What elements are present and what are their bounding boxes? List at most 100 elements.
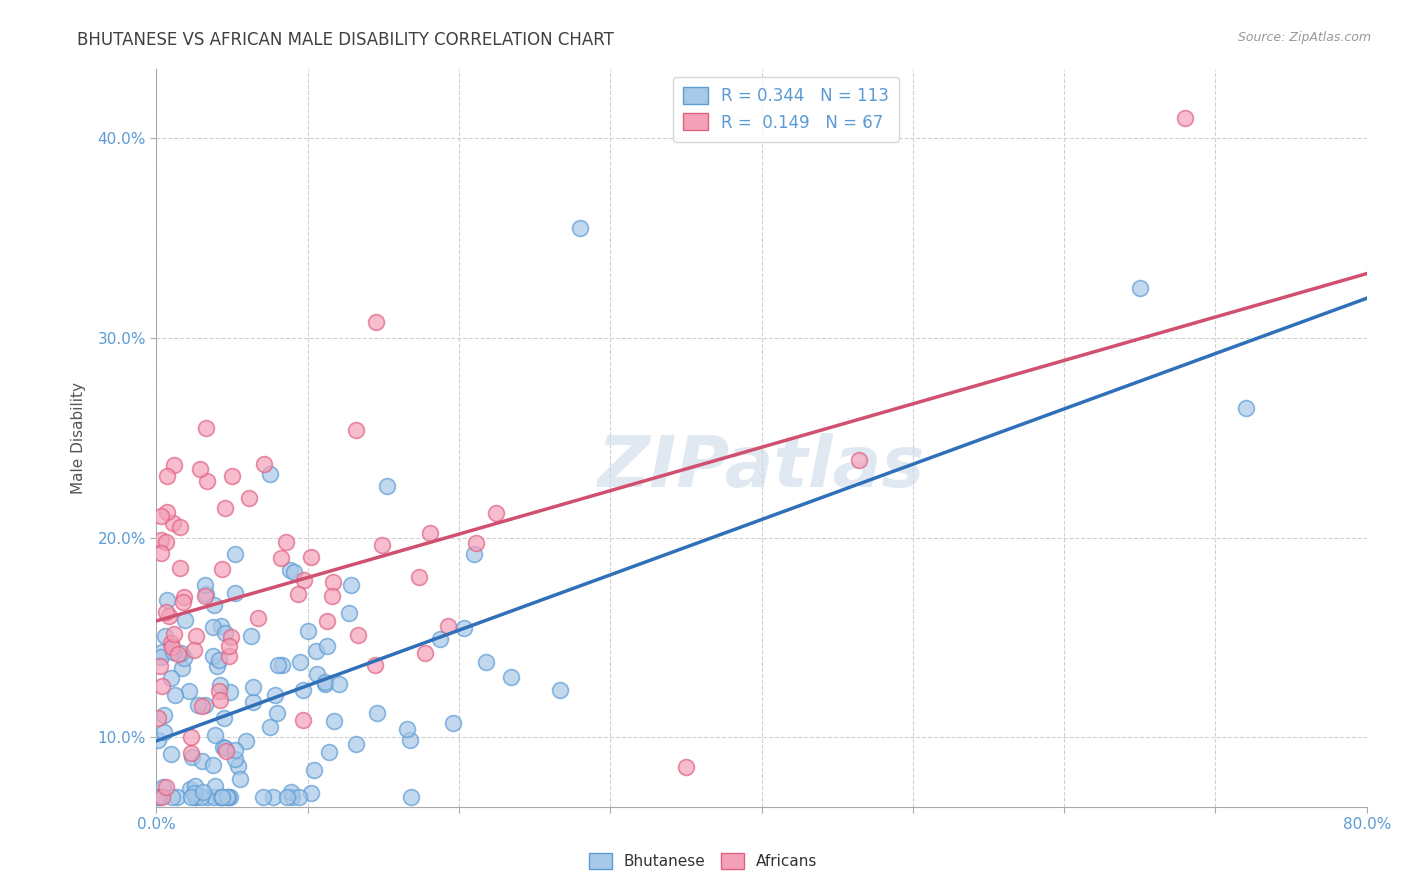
Point (153, 707, 176, 722)
Point (214, 626, 236, 640)
Point (194, 586, 217, 600)
Point (162, 627, 184, 641)
Point (259, 467, 281, 482)
Point (399, 790, 422, 805)
Point (156, 468, 179, 483)
Point (215, 790, 238, 805)
Point (180, 730, 202, 744)
Point (215, 743, 238, 757)
Point (173, 590, 195, 604)
Point (267, 657, 290, 672)
Point (568, 221, 591, 235)
Point (219, 630, 242, 644)
Point (191, 698, 214, 713)
Point (146, 790, 169, 805)
Point (179, 782, 201, 797)
Point (550, 682, 572, 697)
Point (184, 790, 207, 805)
Point (165, 689, 187, 703)
Point (173, 650, 195, 665)
Point (288, 790, 311, 805)
Point (148, 790, 170, 805)
Point (337, 606, 360, 620)
Point (305, 644, 328, 658)
Point (157, 609, 180, 624)
Point (270, 550, 292, 565)
Point (184, 629, 207, 643)
Point (201, 758, 224, 772)
Point (169, 646, 191, 660)
Point (399, 733, 422, 747)
Point (184, 779, 207, 793)
Point (344, 737, 367, 751)
Point (287, 587, 309, 601)
Point (305, 667, 328, 681)
Point (288, 655, 311, 669)
Point (276, 790, 298, 805)
Point (314, 676, 336, 690)
Point (297, 624, 319, 638)
Point (278, 562, 301, 576)
Point (194, 589, 217, 603)
Point (207, 659, 229, 673)
Point (321, 590, 343, 604)
Point (465, 536, 488, 550)
Point (364, 316, 387, 330)
Point (209, 790, 232, 805)
Point (218, 639, 240, 653)
Point (226, 759, 249, 773)
Point (191, 754, 214, 768)
Text: BHUTANESE VS AFRICAN MALE DISABILITY CORRELATION CHART: BHUTANESE VS AFRICAN MALE DISABILITY COR… (77, 31, 614, 49)
Point (259, 720, 281, 734)
Point (217, 790, 239, 805)
Point (181, 750, 204, 764)
Point (262, 790, 284, 805)
Point (202, 620, 225, 634)
Point (675, 760, 697, 774)
Point (149, 658, 172, 673)
Point (280, 785, 302, 799)
Point (224, 743, 246, 757)
Point (347, 628, 370, 642)
Point (172, 594, 194, 608)
Point (238, 491, 260, 505)
Point (292, 573, 315, 587)
Point (180, 790, 202, 805)
Point (211, 790, 233, 805)
Point (149, 650, 172, 665)
Point (1174, 112, 1197, 126)
Point (274, 535, 297, 549)
Point (186, 790, 208, 805)
Point (187, 698, 209, 712)
Point (208, 684, 231, 698)
Point (202, 648, 225, 663)
Point (229, 772, 252, 786)
Point (328, 677, 350, 691)
Point (246, 611, 269, 625)
Point (155, 593, 177, 607)
Point (441, 715, 464, 730)
Point (150, 790, 173, 805)
Point (204, 779, 226, 793)
Point (163, 458, 186, 472)
Point (364, 657, 387, 672)
Point (218, 649, 240, 664)
Point (160, 671, 183, 685)
Point (415, 646, 437, 660)
Point (453, 621, 475, 635)
Point (318, 745, 340, 759)
Point (211, 562, 233, 576)
Point (322, 575, 344, 590)
Point (218, 685, 240, 699)
Point (463, 547, 485, 561)
Point (150, 645, 173, 659)
Point (264, 689, 287, 703)
Point (366, 706, 388, 720)
Point (429, 632, 451, 647)
Point (419, 525, 441, 540)
Point (212, 739, 235, 754)
Point (221, 469, 243, 483)
Point (281, 790, 304, 805)
Point (195, 421, 218, 435)
Point (219, 790, 242, 805)
